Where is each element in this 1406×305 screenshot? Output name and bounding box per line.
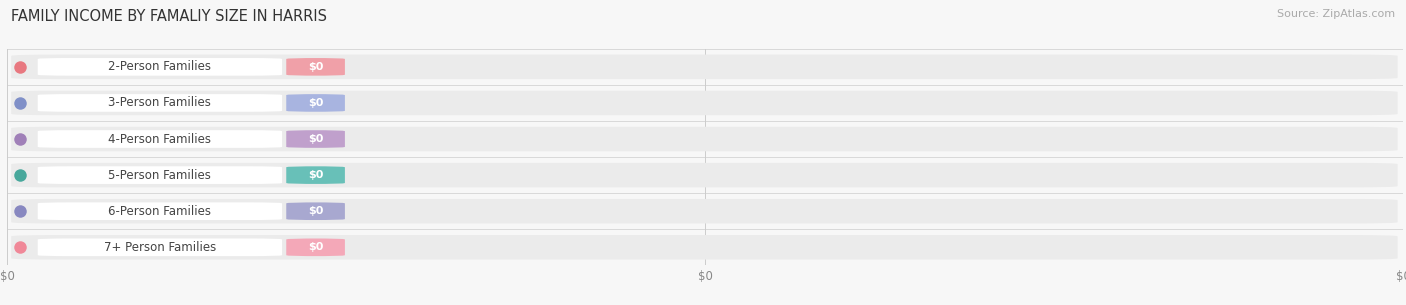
FancyBboxPatch shape [11,235,1398,260]
Text: $0: $0 [308,170,323,180]
Text: $0: $0 [308,134,323,144]
FancyBboxPatch shape [38,130,283,148]
FancyBboxPatch shape [287,203,344,220]
FancyBboxPatch shape [38,239,283,256]
FancyBboxPatch shape [287,58,344,76]
Text: $0: $0 [308,206,323,216]
Text: $0: $0 [308,62,323,72]
Text: $0: $0 [308,98,323,108]
Text: 3-Person Families: 3-Person Families [108,96,211,109]
FancyBboxPatch shape [11,199,1398,224]
Text: 7+ Person Families: 7+ Person Families [104,241,217,254]
FancyBboxPatch shape [38,58,283,76]
FancyBboxPatch shape [11,55,1398,79]
FancyBboxPatch shape [11,91,1398,115]
Text: $0: $0 [308,242,323,252]
FancyBboxPatch shape [287,166,344,184]
FancyBboxPatch shape [11,127,1398,151]
FancyBboxPatch shape [287,239,344,256]
FancyBboxPatch shape [287,94,344,112]
Text: 5-Person Families: 5-Person Families [108,169,211,181]
Text: 6-Person Families: 6-Person Families [108,205,211,218]
FancyBboxPatch shape [38,166,283,184]
Text: Source: ZipAtlas.com: Source: ZipAtlas.com [1277,9,1395,19]
FancyBboxPatch shape [38,203,283,220]
FancyBboxPatch shape [38,94,283,112]
Text: 4-Person Families: 4-Person Families [108,133,211,145]
FancyBboxPatch shape [11,163,1398,187]
Text: FAMILY INCOME BY FAMALIY SIZE IN HARRIS: FAMILY INCOME BY FAMALIY SIZE IN HARRIS [11,9,328,24]
FancyBboxPatch shape [287,130,344,148]
Text: 2-Person Families: 2-Person Families [108,60,211,73]
